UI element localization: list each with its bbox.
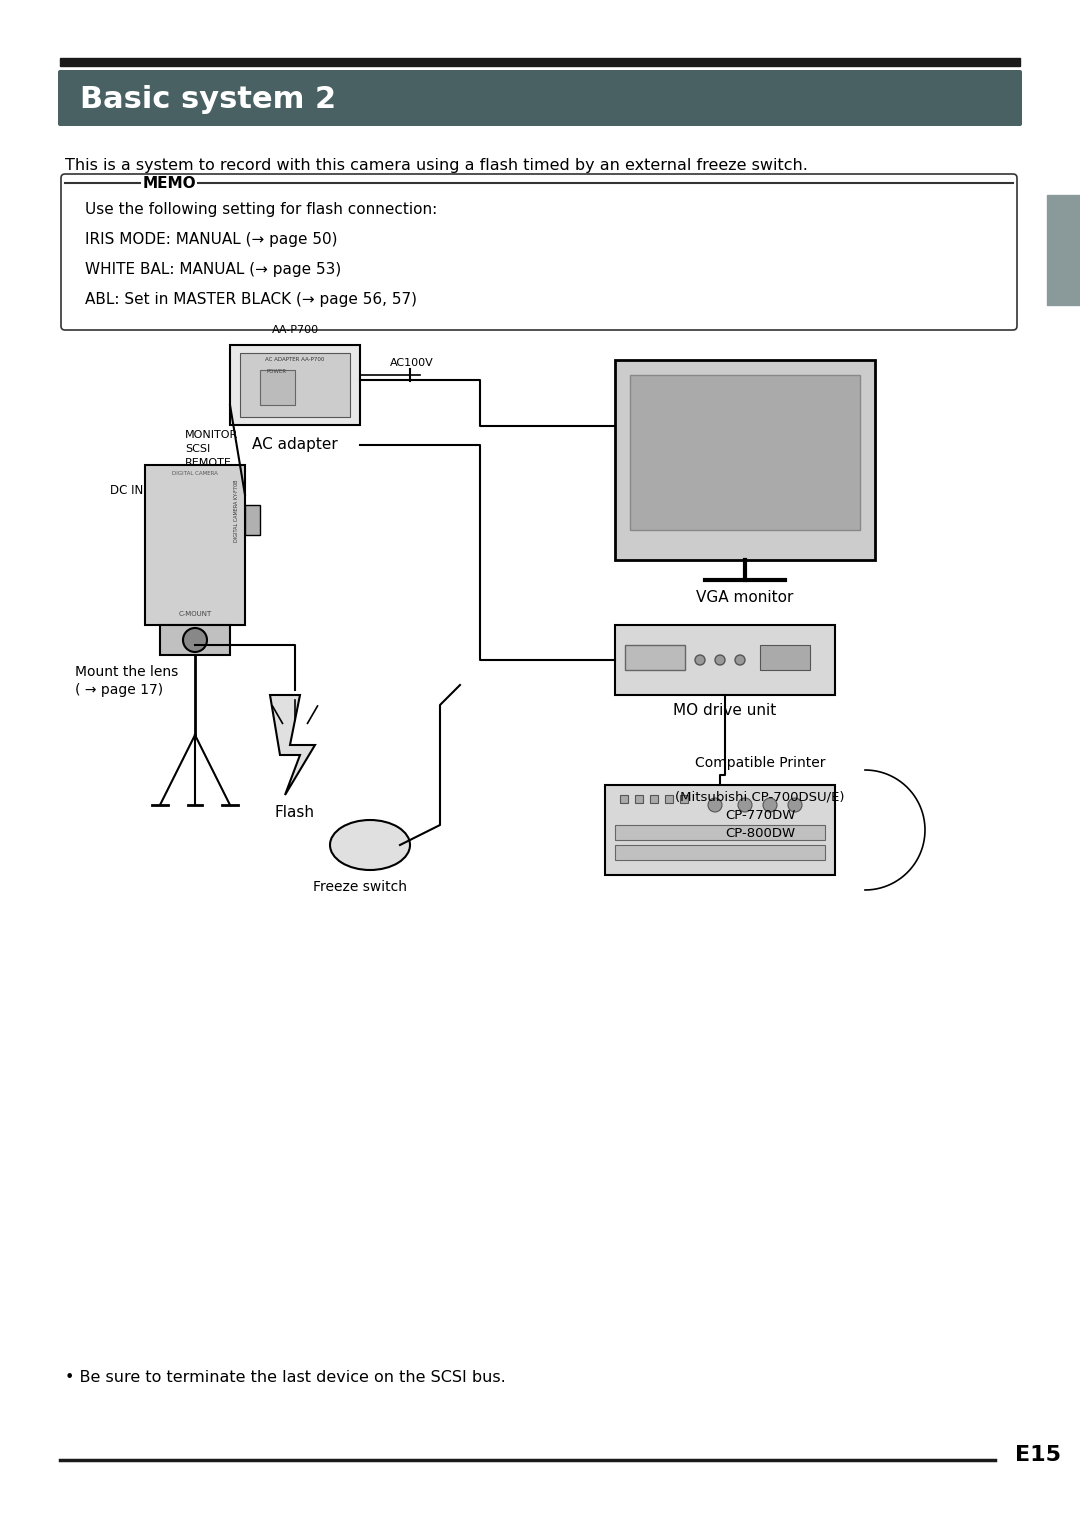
- Text: MONITOR: MONITOR: [185, 430, 239, 440]
- Circle shape: [762, 798, 777, 812]
- Text: ABL: Set in MASTER BLACK (→ page 56, 57): ABL: Set in MASTER BLACK (→ page 56, 57): [85, 292, 417, 307]
- Bar: [760, 645, 810, 670]
- Text: MO drive unit: MO drive unit: [673, 703, 777, 719]
- Circle shape: [735, 654, 745, 665]
- Text: Compatible Printer: Compatible Printer: [694, 755, 825, 771]
- Text: • Be sure to terminate the last device on the SCSI bus.: • Be sure to terminate the last device o…: [65, 1370, 505, 1385]
- Text: SCSI: SCSI: [185, 443, 211, 454]
- Text: AC ADAPTER AA-P700: AC ADAPTER AA-P700: [266, 356, 325, 362]
- Text: E15: E15: [1015, 1445, 1061, 1465]
- Bar: [680, 795, 688, 803]
- Bar: [665, 795, 673, 803]
- FancyBboxPatch shape: [60, 174, 1017, 330]
- Bar: [160, 625, 230, 654]
- Text: Use the following setting for flash connection:: Use the following setting for flash conn…: [85, 202, 437, 217]
- Text: MEMO: MEMO: [143, 176, 197, 191]
- Bar: [615, 846, 825, 859]
- Text: Basic system 2: Basic system 2: [80, 84, 336, 113]
- Text: (Mitsubishi CP-700DSU/E): (Mitsubishi CP-700DSU/E): [675, 790, 845, 803]
- Bar: [615, 625, 835, 696]
- Circle shape: [715, 654, 725, 665]
- Bar: [635, 795, 643, 803]
- Bar: [245, 505, 260, 535]
- Text: CP-770DW: CP-770DW: [725, 809, 795, 823]
- Text: DIGITAL CAMERA KY-F70B: DIGITAL CAMERA KY-F70B: [234, 480, 240, 543]
- Circle shape: [738, 798, 752, 812]
- Text: POWER: POWER: [267, 368, 287, 375]
- Text: DC IN: DC IN: [110, 483, 144, 497]
- Bar: [630, 375, 860, 531]
- Bar: [625, 645, 685, 670]
- Circle shape: [183, 628, 207, 651]
- Text: AC100V: AC100V: [390, 358, 434, 368]
- FancyBboxPatch shape: [58, 70, 1022, 125]
- Text: This is a system to record with this camera using a flash timed by an external f: This is a system to record with this cam…: [65, 157, 808, 173]
- Text: VGA monitor: VGA monitor: [697, 590, 794, 605]
- Text: Flash: Flash: [275, 804, 315, 820]
- Text: C-MOUNT: C-MOUNT: [178, 612, 212, 618]
- Text: DIGITAL CAMERA: DIGITAL CAMERA: [172, 471, 218, 476]
- Text: REMOTE: REMOTE: [185, 459, 232, 468]
- Circle shape: [788, 798, 802, 812]
- Bar: [240, 353, 350, 417]
- Bar: [230, 346, 360, 425]
- Text: IRIS MODE: MANUAL (→ page 50): IRIS MODE: MANUAL (→ page 50): [85, 232, 337, 248]
- Text: WHITE BAL: MANUAL (→ page 53): WHITE BAL: MANUAL (→ page 53): [85, 261, 341, 277]
- Text: Freeze switch: Freeze switch: [313, 881, 407, 894]
- Circle shape: [696, 654, 705, 665]
- Text: AC adapter: AC adapter: [252, 437, 338, 453]
- Text: Mount the lens: Mount the lens: [75, 665, 178, 679]
- Text: ( → page 17): ( → page 17): [75, 683, 163, 697]
- Bar: [620, 795, 627, 803]
- Text: CP-800DW: CP-800DW: [725, 827, 795, 839]
- Bar: [1047, 196, 1080, 304]
- Polygon shape: [270, 696, 315, 795]
- Bar: [145, 465, 245, 625]
- Bar: [605, 784, 835, 875]
- Bar: [60, 58, 1020, 66]
- Ellipse shape: [330, 820, 410, 870]
- Bar: [650, 795, 658, 803]
- Bar: [615, 826, 825, 839]
- Circle shape: [708, 798, 723, 812]
- Bar: [615, 359, 875, 560]
- Bar: [260, 370, 295, 405]
- Text: AA-P700: AA-P700: [271, 326, 319, 335]
